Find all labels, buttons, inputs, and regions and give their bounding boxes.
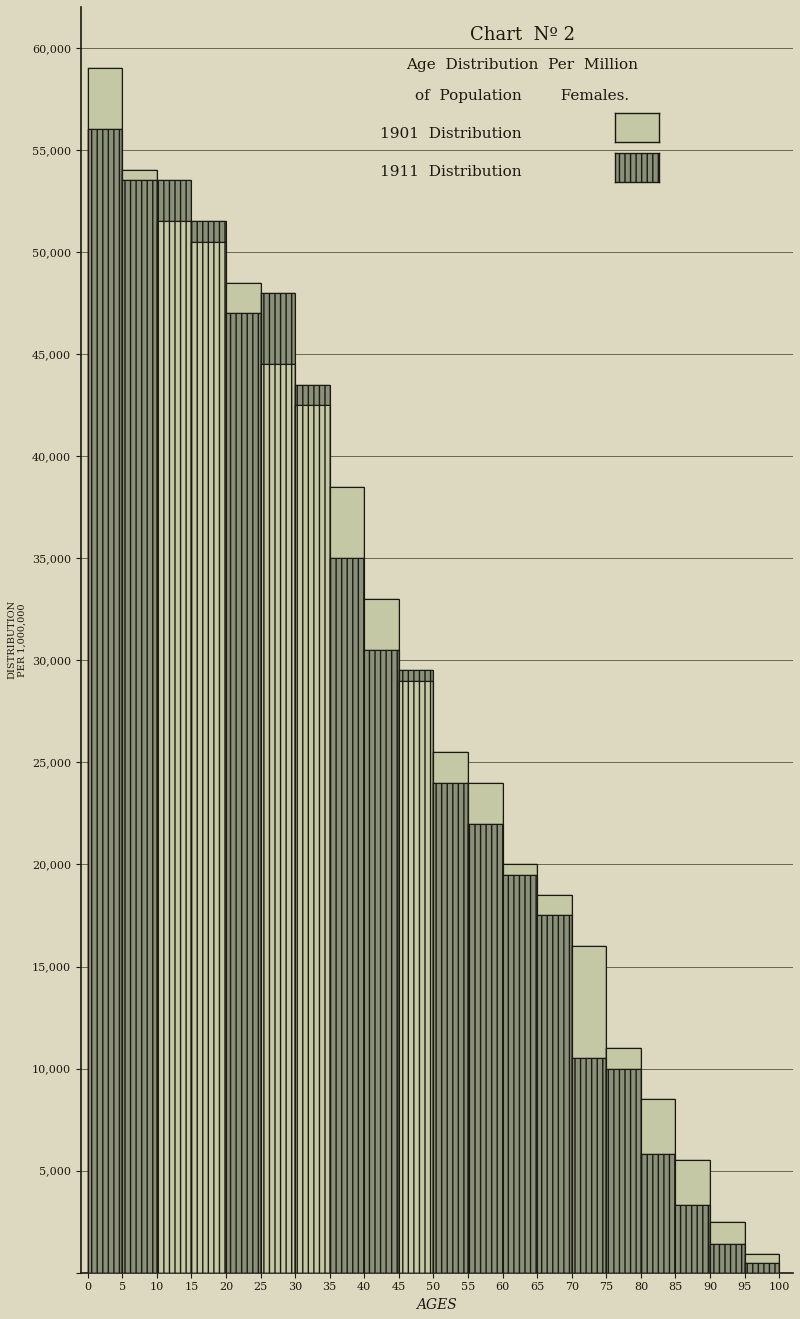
Bar	[606, 1068, 641, 1273]
Bar	[261, 364, 295, 1273]
Bar	[295, 385, 330, 1273]
Bar	[295, 405, 330, 1273]
Bar	[191, 241, 226, 1273]
Bar	[330, 487, 364, 1273]
Bar	[641, 1099, 675, 1273]
Text: Chart  Nº 2: Chart Nº 2	[470, 26, 575, 44]
Bar	[191, 222, 226, 1273]
Bar	[191, 222, 226, 1273]
Bar	[606, 1049, 641, 1273]
Bar	[399, 681, 434, 1273]
Bar	[606, 1068, 641, 1273]
Bar	[675, 1206, 710, 1273]
Bar	[399, 670, 434, 1273]
Y-axis label: DISTRIBUTION
PER 1,000,000: DISTRIBUTION PER 1,000,000	[7, 600, 26, 679]
Bar	[606, 1049, 641, 1273]
Bar	[745, 1262, 779, 1273]
Bar	[537, 915, 572, 1273]
Text: 1901  Distribution: 1901 Distribution	[380, 127, 522, 141]
Bar	[641, 1154, 675, 1273]
Bar	[572, 1058, 606, 1273]
Bar	[364, 650, 399, 1273]
Bar	[157, 222, 191, 1273]
Bar	[710, 1244, 745, 1273]
Bar	[122, 181, 157, 1273]
Bar	[572, 1058, 606, 1273]
Bar	[191, 241, 226, 1273]
Bar	[330, 558, 364, 1273]
Bar	[537, 896, 572, 1273]
Bar	[675, 1161, 710, 1273]
Bar	[226, 313, 261, 1273]
Bar	[364, 599, 399, 1273]
Bar	[502, 874, 537, 1273]
Bar	[226, 282, 261, 1273]
X-axis label: AGES: AGES	[417, 1298, 458, 1312]
Bar	[710, 1221, 745, 1273]
Bar	[157, 181, 191, 1273]
Bar	[537, 915, 572, 1273]
Bar	[502, 864, 537, 1273]
Bar	[572, 946, 606, 1273]
Bar	[745, 1254, 779, 1273]
Text: Age  Distribution  Per  Million: Age Distribution Per Million	[406, 58, 638, 71]
Bar	[468, 823, 502, 1273]
Bar	[330, 487, 364, 1273]
Bar	[364, 650, 399, 1273]
Bar	[641, 1099, 675, 1273]
Bar	[434, 782, 468, 1273]
Bar	[468, 823, 502, 1273]
Bar	[261, 364, 295, 1273]
Text: 1911  Distribution: 1911 Distribution	[380, 165, 522, 179]
Bar	[88, 129, 122, 1273]
Bar	[122, 170, 157, 1273]
Bar	[468, 782, 502, 1273]
Bar	[710, 1221, 745, 1273]
Bar	[745, 1262, 779, 1273]
Bar	[157, 181, 191, 1273]
Bar	[502, 864, 537, 1273]
Bar	[675, 1206, 710, 1273]
Bar	[88, 69, 122, 1273]
Bar	[88, 69, 122, 1273]
Bar	[537, 896, 572, 1273]
Bar	[261, 293, 295, 1273]
Bar	[468, 782, 502, 1273]
Bar	[572, 946, 606, 1273]
Bar	[261, 293, 295, 1273]
Bar	[399, 670, 434, 1273]
Bar	[710, 1244, 745, 1273]
Bar	[226, 313, 261, 1273]
Bar	[88, 129, 122, 1273]
Bar	[745, 1254, 779, 1273]
Bar	[122, 181, 157, 1273]
Bar	[122, 170, 157, 1273]
Bar	[157, 222, 191, 1273]
Bar	[295, 385, 330, 1273]
Bar	[502, 874, 537, 1273]
Bar	[434, 782, 468, 1273]
Text: of  Population        Females.: of Population Females.	[415, 90, 630, 103]
Bar	[330, 558, 364, 1273]
Bar	[641, 1154, 675, 1273]
Bar	[226, 282, 261, 1273]
Bar	[434, 752, 468, 1273]
Bar	[364, 599, 399, 1273]
Bar	[295, 405, 330, 1273]
Bar	[399, 681, 434, 1273]
Bar	[434, 752, 468, 1273]
Bar	[675, 1161, 710, 1273]
